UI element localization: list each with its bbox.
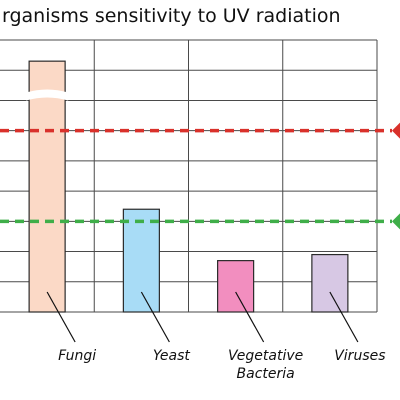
chart-title: rganisms sensitivity to UV radiation	[2, 5, 341, 27]
reference-arrow	[392, 213, 400, 230]
bar	[28, 60, 66, 313]
label-leader	[329, 291, 359, 343]
category-label: Bacteria	[237, 366, 295, 382]
reference-arrow	[392, 122, 400, 139]
category-label: Viruses	[334, 348, 385, 364]
reference-lines	[0, 122, 400, 230]
axis-break	[26, 89, 69, 101]
label-leader-lines	[46, 291, 359, 343]
label-leader	[46, 291, 76, 343]
category-label: Vegetative	[228, 348, 303, 364]
bar	[122, 208, 160, 313]
category-label: Fungi	[58, 348, 96, 364]
bar	[217, 260, 255, 313]
bar	[311, 253, 349, 313]
category-label: Yeast	[153, 348, 191, 364]
category-labels: Fungi Yeast Vegetative Bacteria Viruses	[58, 348, 385, 382]
bars	[26, 60, 349, 313]
label-leader	[235, 291, 265, 343]
label-leader	[140, 291, 170, 343]
